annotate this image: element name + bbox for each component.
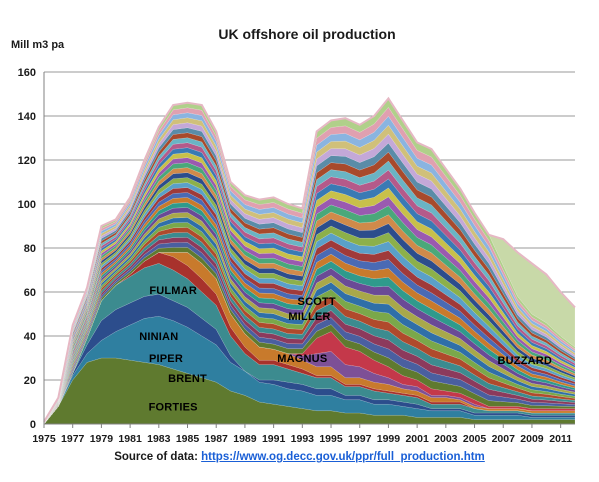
x-tick-label: 1979 [90,433,114,445]
total-outline [43,96,576,423]
x-tick-label: 2003 [434,433,458,445]
x-tick-label: 1997 [348,433,372,445]
source-label: Source of data: [114,451,198,463]
source-link[interactable]: https://www.og.decc.gov.uk/ppr/full_prod… [201,451,485,463]
field-label-scott: SCOTT [298,296,336,308]
x-tick-label: 1999 [377,433,401,445]
chart-title: UK offshore oil production [218,26,395,42]
field-label-brent: BRENT [168,373,207,385]
field-label-fulmar: FULMAR [149,285,197,297]
x-tick-label: 1995 [319,433,343,445]
x-tick-label: 2005 [463,433,487,445]
x-tick-label: 1981 [118,433,142,445]
field-label-buzzard: BUZZARD [497,355,552,367]
y-tick-label: 40 [24,331,36,343]
y-tick-label: 160 [18,67,36,79]
y-tick-label: 140 [18,111,36,123]
x-tick-label: 1977 [61,433,85,445]
field-label-piper: PIPER [149,353,183,365]
x-tick-label: 2001 [405,433,429,445]
x-tick-label: 1989 [233,433,257,445]
axis-layer: 0 20 40 60 80 100 120 140 160 1975 1977 1979 1981 198… [18,67,575,445]
y-tick-label: 120 [18,155,36,167]
x-tick-label: 1987 [205,433,229,445]
y-tick-label: 20 [24,375,36,387]
field-label-miller: MILLER [288,311,330,323]
y-tick-label: 80 [24,243,36,255]
y-tick-label: 0 [30,419,36,431]
x-tick-label: 1991 [262,433,286,445]
y-axis-label: Mill m3 pa [11,39,65,51]
x-tick-label: 2011 [549,433,572,445]
x-tick-label: 2009 [520,433,544,445]
y-tick-label: 60 [24,287,36,299]
x-tick-label: 1975 [32,433,56,445]
x-tick-label: 1985 [176,433,200,445]
field-label-magnus: MAGNUS [277,353,327,365]
x-tick-label: 1983 [147,433,171,445]
x-tick-label: 2007 [492,433,516,445]
annot-layer: FORTIES BRENT PIPER NINIAN FULMAR MAGNUS MILLE… [139,285,552,414]
x-tick-label: 1993 [291,433,315,445]
field-label-ninian: NINIAN [139,331,178,343]
field-label-forties: FORTIES [149,401,198,413]
source-line: Source of data: https://www.og.decc.gov.… [0,451,599,463]
y-tick-label: 100 [18,199,36,211]
series-layer [43,96,576,425]
